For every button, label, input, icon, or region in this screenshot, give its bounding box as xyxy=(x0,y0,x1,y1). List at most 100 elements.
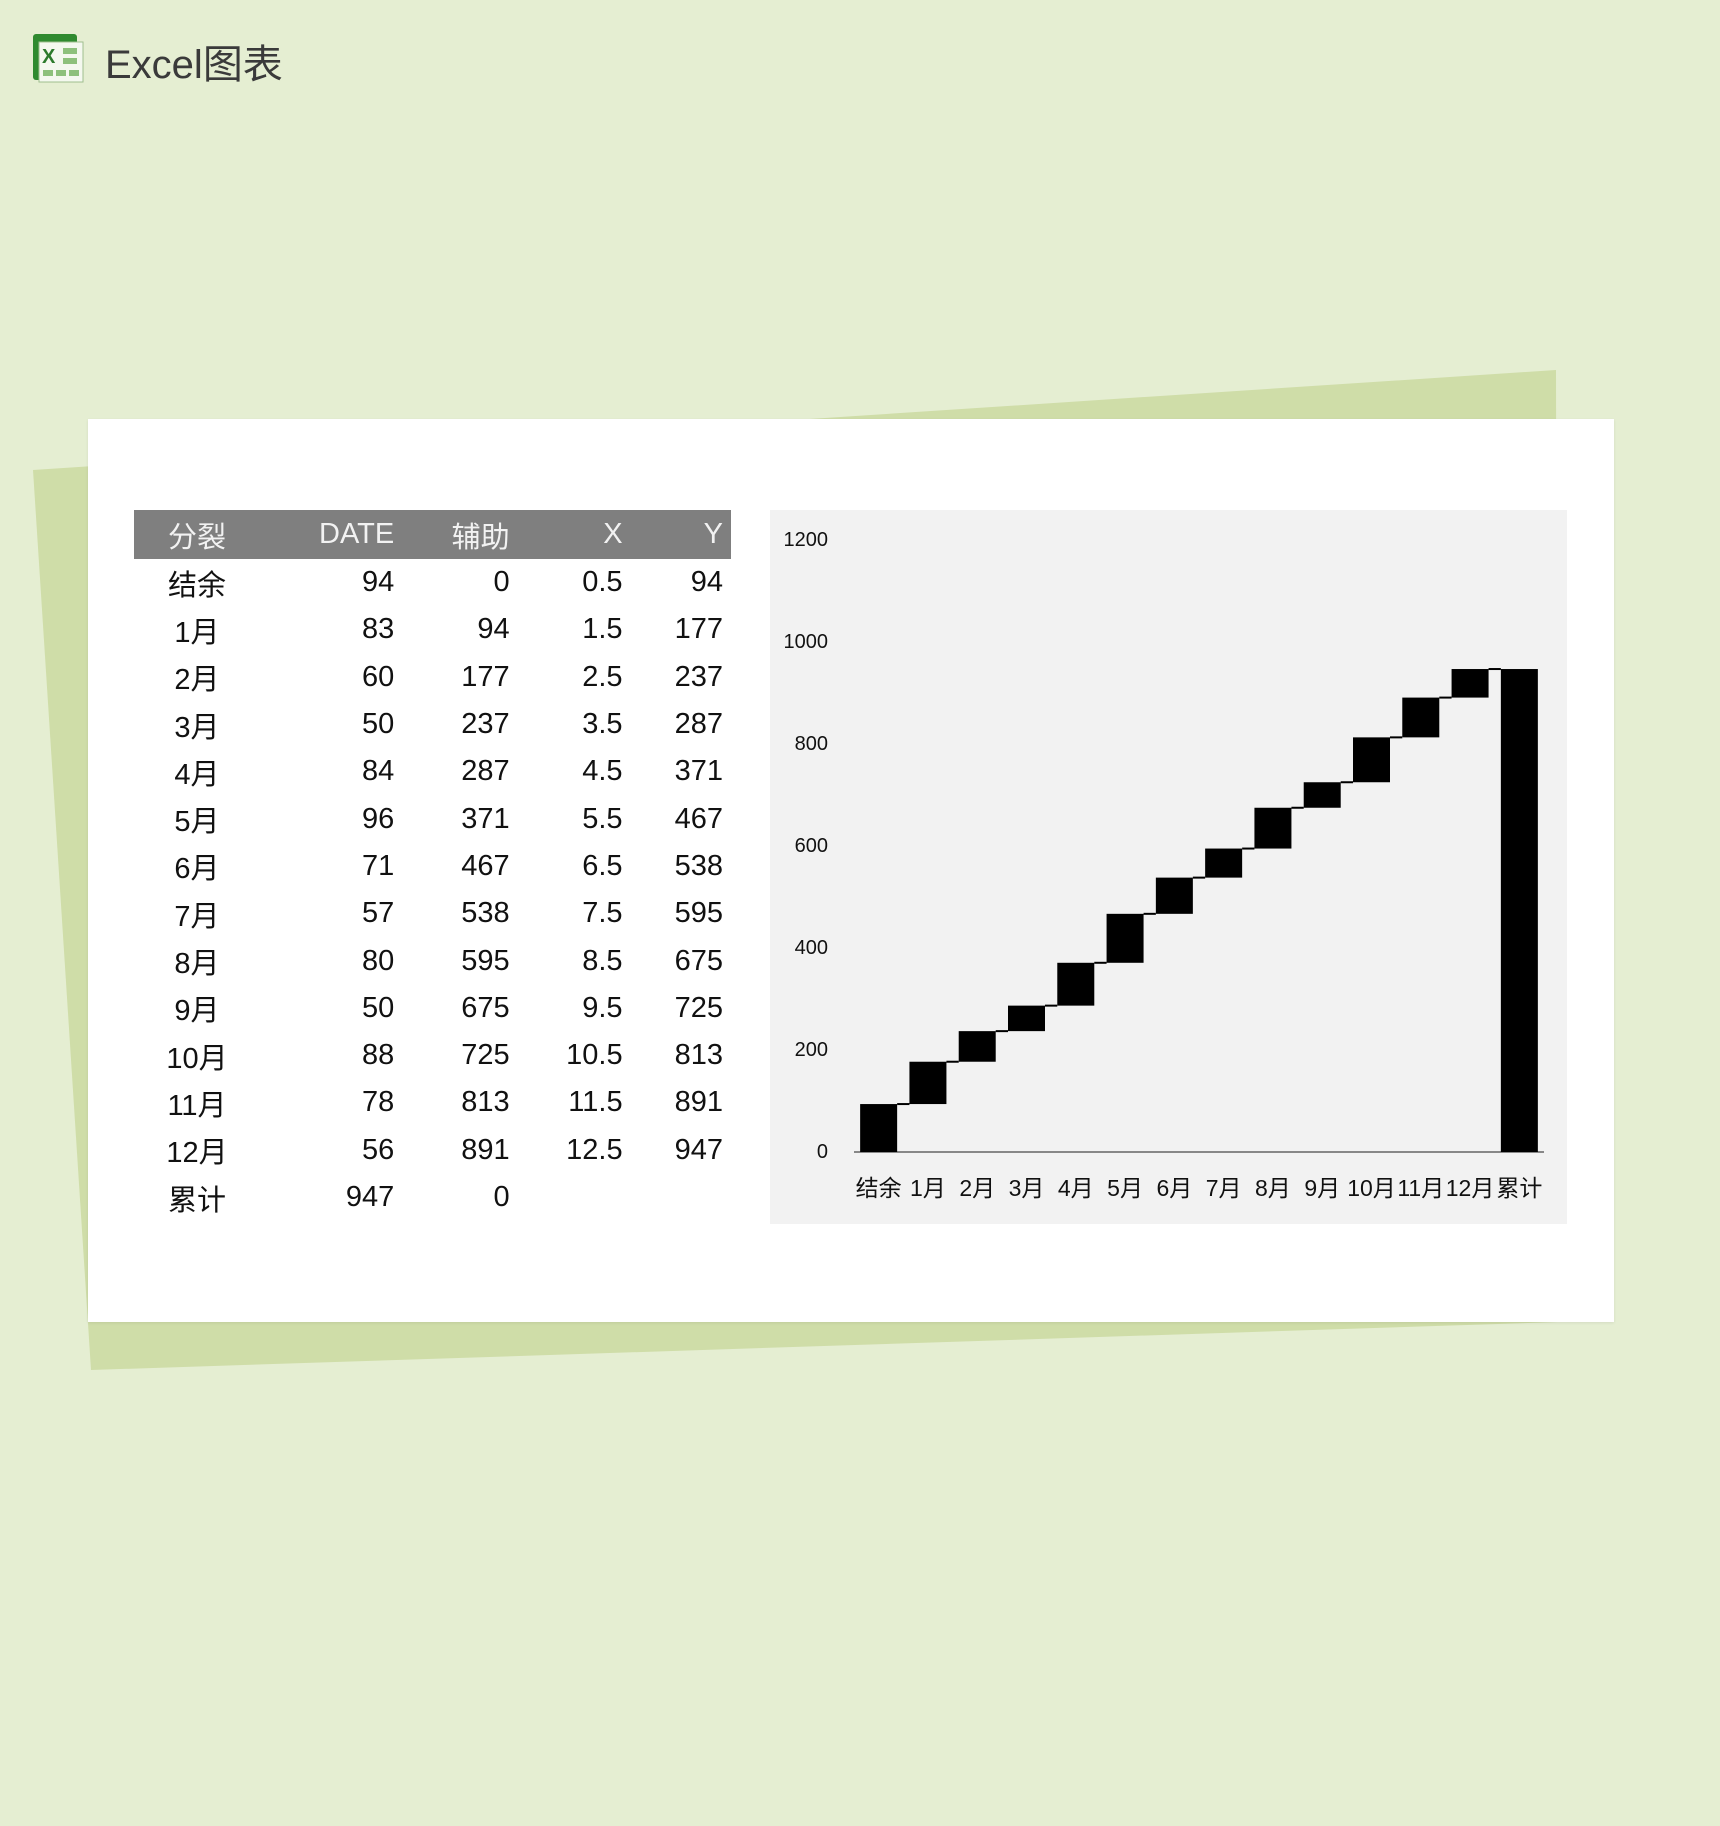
y-tick-label: 800 xyxy=(795,733,828,755)
table-cell: 891 xyxy=(674,1086,723,1119)
table-cell: 3月 xyxy=(174,711,220,744)
table-cell: 675 xyxy=(674,944,723,977)
table-cell: 5月 xyxy=(174,806,220,839)
svg-text:X: X xyxy=(42,46,56,68)
table-cell: 371 xyxy=(674,755,723,788)
table-cell: 10.5 xyxy=(566,1039,623,1072)
table-cell: 88 xyxy=(361,1039,395,1072)
column-header: 辅助 xyxy=(402,510,518,559)
table-cell: 371 xyxy=(461,802,510,835)
table-row: 4月 84 287 4.5 371 xyxy=(134,748,731,795)
table-row: 12月 56 891 12.5 947 xyxy=(134,1127,731,1174)
y-tick-label: 400 xyxy=(795,937,828,959)
table-row: 3月 50 237 3.5 287 xyxy=(134,701,731,748)
table-cell: 12.5 xyxy=(566,1133,623,1166)
table-cell: 结余 xyxy=(167,569,226,602)
table-row: 8月 80 595 8.5 675 xyxy=(134,937,731,984)
x-tick-label: 累计 xyxy=(1496,1175,1542,1201)
table-cell: 1.5 xyxy=(582,613,623,646)
table-cell: 8.5 xyxy=(582,944,623,977)
table-row: 7月 57 538 7.5 595 xyxy=(134,890,731,937)
x-tick-label: 8月 xyxy=(1255,1175,1291,1201)
table-row: 6月 71 467 6.5 538 xyxy=(134,843,731,890)
table-cell: 50 xyxy=(361,991,395,1024)
app-title: Excel图表 xyxy=(105,43,283,87)
x-tick-label: 6月 xyxy=(1156,1175,1192,1201)
table-cell: 177 xyxy=(674,613,723,646)
table-header-row: 分裂 DATE 辅助 X Y xyxy=(134,510,731,559)
table-cell: 11月 xyxy=(167,1089,227,1122)
x-tick-label: 5月 xyxy=(1107,1175,1143,1201)
bar xyxy=(1303,782,1341,808)
table-cell: 675 xyxy=(461,991,510,1024)
table-cell: 6月 xyxy=(174,853,220,886)
bar xyxy=(909,1061,947,1105)
y-tick-label: 0 xyxy=(817,1141,828,1163)
table-cell: 725 xyxy=(461,1039,510,1072)
waterfall-chart: 0 200 400 600 800 1000 1200 结余 1月 2月 3月 4月 5月 6月 7月 8月 9… xyxy=(770,510,1567,1224)
table-cell: 725 xyxy=(674,991,723,1024)
bar xyxy=(1402,697,1440,738)
y-tick-label: 1000 xyxy=(784,631,829,653)
table-cell: 84 xyxy=(361,755,395,788)
table-cell: 538 xyxy=(674,849,723,882)
table-cell: 94 xyxy=(477,613,510,646)
table-cell: 813 xyxy=(461,1086,510,1119)
table-cell: 57 xyxy=(361,897,395,930)
table-cell: 0.5 xyxy=(582,566,623,599)
table-cell: 595 xyxy=(674,897,723,930)
table-cell: 6.5 xyxy=(582,849,623,882)
column-header: X xyxy=(517,510,631,559)
table-row: 10月 88 725 10.5 813 xyxy=(134,1032,731,1079)
bar xyxy=(1205,848,1243,878)
table-row: 累计 947 0 xyxy=(134,1174,731,1221)
bar xyxy=(1106,913,1144,963)
table-cell: 94 xyxy=(690,566,723,599)
bar xyxy=(860,1104,898,1152)
column-header: Y xyxy=(630,510,731,559)
y-tick-label: 200 xyxy=(795,1039,828,1061)
column-header: 分裂 xyxy=(134,510,260,559)
table-cell: 50 xyxy=(361,708,395,741)
table-cell: 10月 xyxy=(166,1042,228,1075)
table-cell: 5.5 xyxy=(582,802,623,835)
chart-svg: 0 200 400 600 800 1000 1200 结余 1月 2月 3月 4月 5月 6月 7月 8月 9… xyxy=(784,529,1544,1201)
table-cell: 467 xyxy=(674,802,723,835)
table-cell: 0 xyxy=(493,566,510,599)
excel-logo-icon: X xyxy=(33,34,84,83)
table-cell: 237 xyxy=(461,708,510,741)
bar xyxy=(958,1031,996,1062)
x-tick-label: 7月 xyxy=(1206,1175,1242,1201)
table-cell: 83 xyxy=(361,613,395,646)
x-tick-label: 11月 xyxy=(1397,1175,1444,1201)
table-cell: 4月 xyxy=(174,758,220,791)
table-cell: 累计 xyxy=(167,1184,226,1217)
bar xyxy=(1353,737,1390,783)
table-cell: 60 xyxy=(361,660,395,693)
table-cell: 287 xyxy=(461,755,510,788)
bar xyxy=(1254,807,1292,849)
table-cell: 12月 xyxy=(166,1137,228,1170)
table-cell: 177 xyxy=(461,660,510,693)
bar xyxy=(1155,877,1193,914)
table-cell: 4.5 xyxy=(582,755,623,788)
data-table: 分裂 DATE 辅助 X Y 结余 94 0 0.5 94 1月 83 94 1.5 177 2月 60 177… xyxy=(134,510,731,1221)
table-cell: 80 xyxy=(361,944,395,977)
x-tick-label: 4月 xyxy=(1058,1175,1094,1201)
table-row: 1月 83 94 1.5 177 xyxy=(134,606,731,653)
x-tick-label: 2月 xyxy=(959,1175,995,1201)
table-cell: 8月 xyxy=(174,948,220,981)
y-tick-label: 1200 xyxy=(784,529,829,551)
x-tick-label: 1月 xyxy=(910,1175,946,1201)
table-cell: 78 xyxy=(361,1086,395,1119)
table-cell: 595 xyxy=(461,944,510,977)
y-tick-label: 600 xyxy=(795,835,828,857)
table-cell: 947 xyxy=(345,1181,395,1213)
table-cell: 9.5 xyxy=(582,991,623,1024)
table-cell: 2月 xyxy=(174,664,220,697)
table-cell: 237 xyxy=(674,660,723,693)
bar xyxy=(1500,669,1538,1152)
table-cell: 94 xyxy=(361,566,395,599)
bar xyxy=(1057,962,1095,1006)
table-cell: 71 xyxy=(361,849,395,882)
